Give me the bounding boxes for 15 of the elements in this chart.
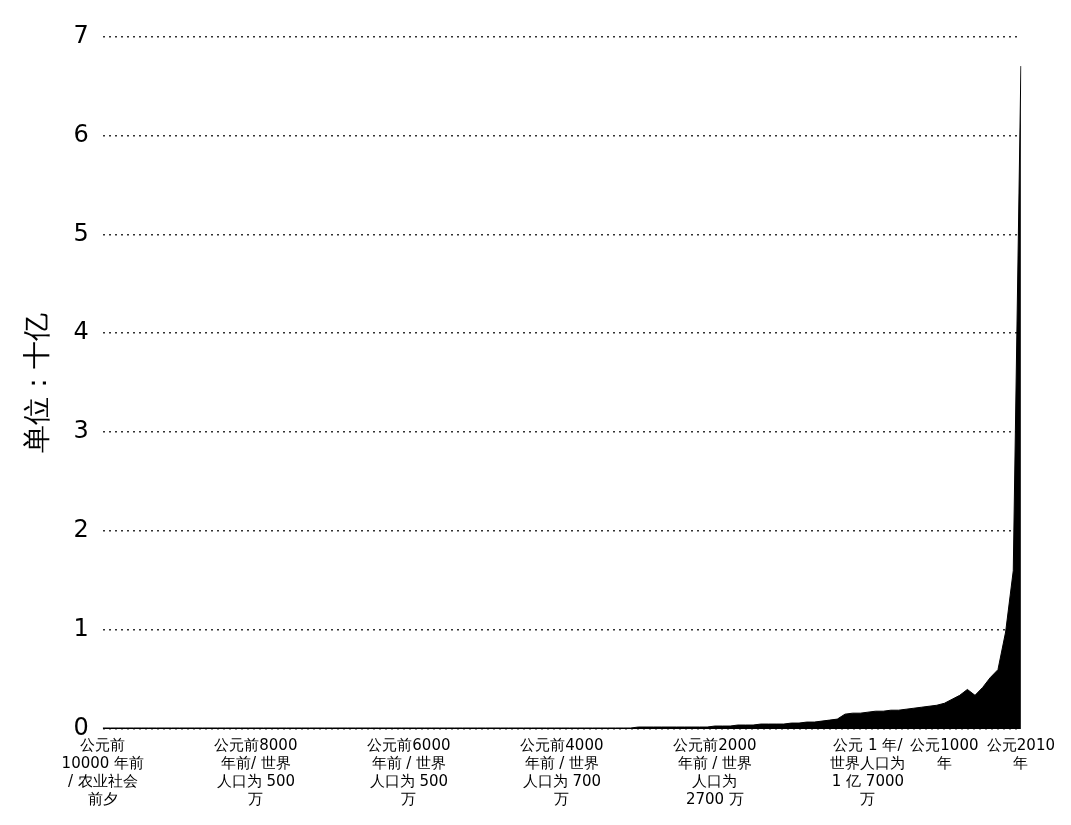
y-tick-label: 5 — [73, 218, 89, 247]
y-tick-label: 6 — [73, 119, 89, 148]
y-tick-label: 1 — [73, 614, 89, 643]
x-tick-label: 公元1000 年 — [910, 735, 979, 772]
y-tick-label: 7 — [73, 20, 89, 49]
y-tick-label: 4 — [73, 317, 89, 346]
x-tick-label: 公元2010 年 — [986, 735, 1056, 772]
y-tick-label: 3 — [73, 416, 89, 445]
x-tick-label: 公元前4000 年前 / 世界人口为 700 万 — [520, 735, 604, 808]
x-tick-label: 公元前6000 年前 / 世界人口为 500 万 — [367, 735, 451, 808]
y-axis-title: 单位：十亿 — [20, 312, 54, 453]
x-tick-label: 公元 1 年/ 世界人口为1 亿 7000 万 — [830, 735, 906, 808]
x-tick-label: 公元前2000 年前 / 世界人口为 2700 万 — [673, 735, 757, 808]
y-tick-label: 2 — [73, 515, 89, 544]
x-tick-label: 公元前8000 年前/ 世界人口为 500 万 — [214, 735, 298, 808]
